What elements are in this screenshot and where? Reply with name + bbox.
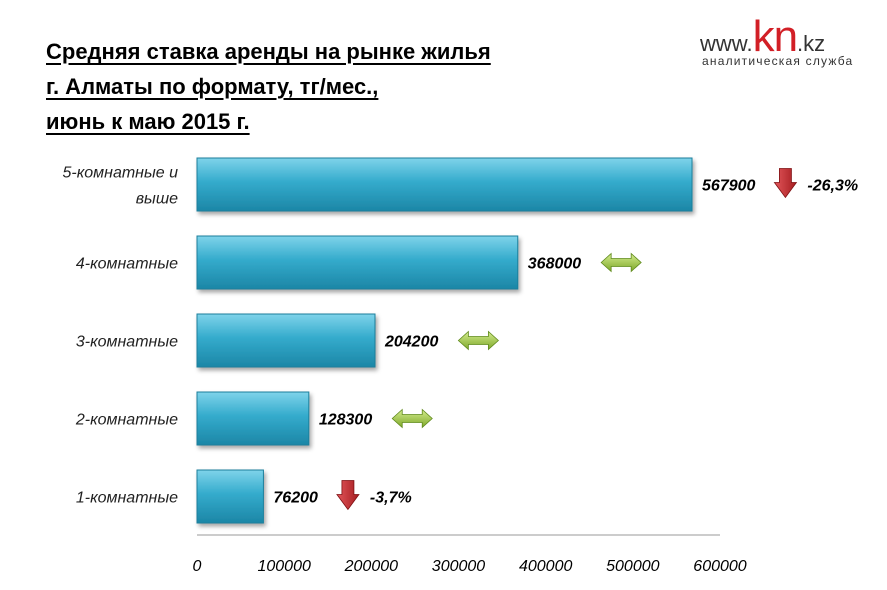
x-tick-label: 100000 <box>257 558 310 575</box>
title-line-2: г. Алматы по формату, тг/мес., <box>46 74 379 99</box>
bar <box>196 469 264 524</box>
kn-logo: www.kn.kz аналитическая служба <box>700 6 880 76</box>
category-label: 1-комнатные <box>76 490 178 507</box>
x-tick-label: 0 <box>193 558 202 575</box>
x-tick-label: 400000 <box>519 558 572 575</box>
category-label: 3-комнатные <box>76 334 178 351</box>
logo-brand: kn <box>752 12 798 61</box>
x-tick-labels: 0 100000 200000 300000 400000 500000 600000 <box>193 558 747 575</box>
value-label: 204200 <box>384 334 438 351</box>
category-labels: 5-комнатные и выше 4-комнатные 3-комнатные 2… <box>63 165 179 507</box>
x-tick-label: 600000 <box>693 558 746 575</box>
bars-group <box>196 157 693 524</box>
left-right-arrow-icon <box>600 252 642 273</box>
left-right-arrow-icon <box>391 408 433 429</box>
bar <box>196 157 693 212</box>
down-arrow-icon <box>773 168 798 199</box>
title-line-3: июнь к маю 2015 г. <box>46 109 250 134</box>
category-label: 5-комнатные и <box>63 165 179 182</box>
value-label: 128300 <box>319 412 372 429</box>
logo-subtitle: аналитическая служба <box>702 54 854 68</box>
category-label: 2-комнатные <box>75 412 178 429</box>
left-right-arrow-icon <box>457 330 499 351</box>
logo-suffix: .kz <box>797 31 826 56</box>
value-label: 567900 <box>702 178 755 195</box>
category-label: 4-комнатные <box>76 256 178 273</box>
down-arrow-icon <box>336 480 360 511</box>
bar <box>196 313 376 368</box>
logo-prefix: www. <box>700 31 753 56</box>
change-label: -3,7% <box>370 490 412 507</box>
value-label: 76200 <box>273 490 318 507</box>
x-tick-label: 200000 <box>344 558 398 575</box>
category-label: выше <box>136 191 178 208</box>
x-tick-label: 300000 <box>432 558 485 575</box>
bar <box>196 235 519 290</box>
value-label: 368000 <box>528 256 581 273</box>
x-tick-label: 500000 <box>606 558 659 575</box>
chart-title: Средняя ставка аренды на рынке жилья г. … <box>46 34 491 139</box>
change-indicators: -26,3% -3,7% <box>336 168 858 511</box>
change-label: -26,3% <box>807 178 858 195</box>
bar <box>196 391 310 446</box>
value-labels: 567900 368000 204200 128300 76200 <box>273 178 755 507</box>
title-line-1: Средняя ставка аренды на рынке жилья <box>46 39 491 64</box>
